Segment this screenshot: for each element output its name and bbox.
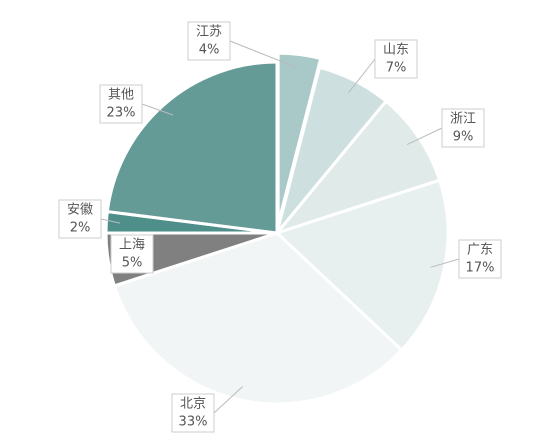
- label-box: [187, 21, 231, 61]
- leader-line: [430, 258, 460, 268]
- label-box: [58, 199, 102, 239]
- pie-slice: [272, 99, 442, 237]
- leader-line: [406, 127, 443, 146]
- leader-line: [348, 58, 376, 94]
- pie-slice: [112, 231, 404, 406]
- slice-percent: 7%: [386, 61, 407, 76]
- leader-line: [100, 218, 121, 224]
- slice-percent: 4%: [199, 43, 220, 58]
- slice-percent: 5%: [122, 256, 143, 271]
- slice-name: 广东: [467, 243, 493, 258]
- label-box: [374, 39, 418, 79]
- leader-line: [213, 386, 244, 414]
- pie-slice: [274, 178, 450, 353]
- label-box: [441, 108, 485, 148]
- slice-name: 安徽: [67, 203, 93, 218]
- slice-percent: 9%: [453, 130, 474, 145]
- slice-percent: 17%: [466, 261, 495, 276]
- slice-name: 上海: [119, 238, 145, 253]
- slice-name: 山东: [383, 43, 409, 58]
- leader-line: [229, 40, 299, 69]
- pie-slice: [105, 60, 279, 235]
- label-box: [458, 239, 502, 279]
- slice-name: 北京: [180, 397, 206, 412]
- slice-percent: 2%: [70, 221, 91, 236]
- slice-percent: 33%: [179, 415, 208, 430]
- slice-name: 江苏: [196, 24, 222, 40]
- slice-percent: 23%: [107, 106, 136, 121]
- label-box: [99, 84, 143, 124]
- slice-name: 浙江: [450, 112, 476, 127]
- leader-line: [141, 103, 174, 116]
- slice-name: 其他: [108, 88, 134, 103]
- label-box: [171, 393, 215, 433]
- label-box: [110, 234, 154, 274]
